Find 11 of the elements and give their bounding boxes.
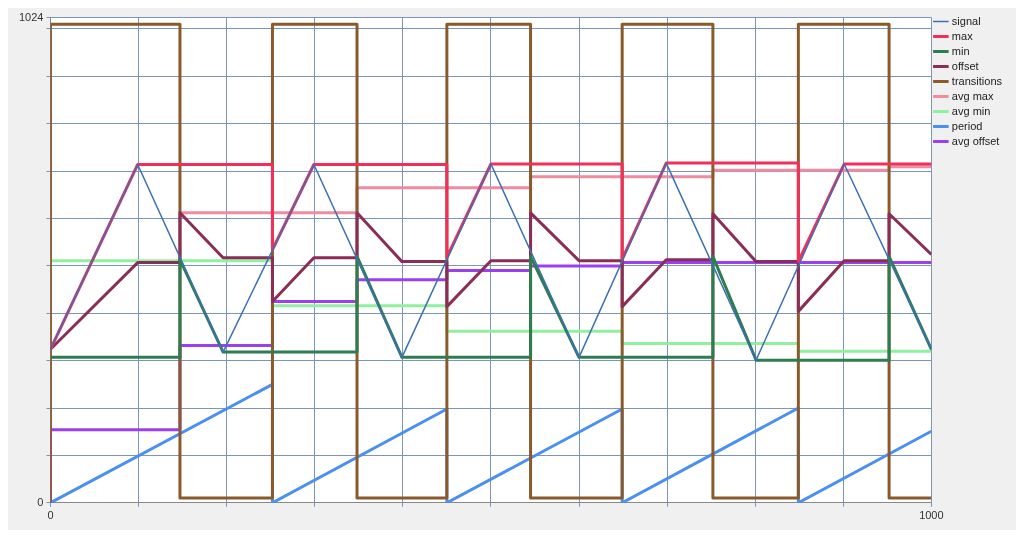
legend-label: max [951,29,974,42]
legend-label: offset [951,59,979,72]
legend-label: avg min [951,104,991,117]
legend-label: period [951,119,983,132]
legend-label: transitions [951,74,1003,87]
legend-label: avg offset [951,134,1000,147]
y-tick-label: 1024 [18,10,44,23]
x-tick-label: 1000 [919,509,944,522]
legend-label: min [951,44,970,57]
legend-label: signal [951,14,981,27]
legend-label: avg max [951,89,994,102]
